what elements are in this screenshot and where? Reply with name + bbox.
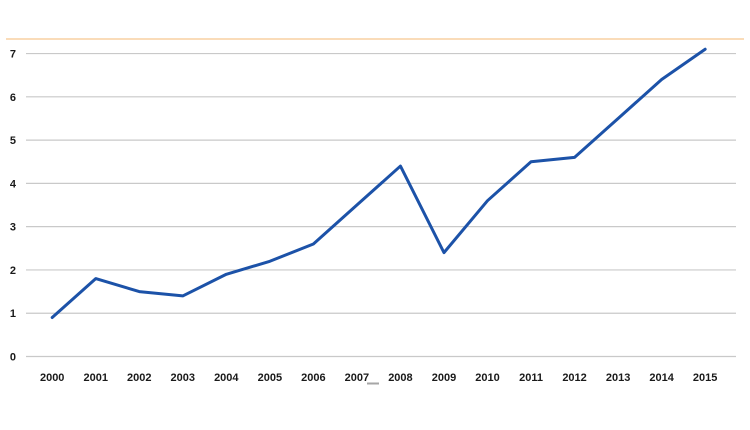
x-axis-tick-label: 2009 bbox=[432, 372, 456, 384]
y-axis-tick-label: 4 bbox=[10, 178, 17, 190]
x-axis-tick-label: 2012 bbox=[562, 372, 586, 384]
data-series-line bbox=[50, 47, 707, 320]
x-axis-tick-label: 2006 bbox=[301, 372, 325, 384]
y-axis-tick-label: 7 bbox=[10, 49, 16, 61]
x-axis-tick-label: 2014 bbox=[649, 372, 674, 384]
y-axis-tick-label: 1 bbox=[10, 308, 16, 320]
x-axis-tick-label: 2004 bbox=[214, 372, 239, 384]
y-axis-tick-label: 6 bbox=[10, 92, 16, 104]
y-axis-tick-label: 2 bbox=[10, 265, 16, 277]
x-axis-tick-label: 2002 bbox=[127, 372, 151, 384]
x-axis-tick-label: 2007 bbox=[345, 372, 369, 384]
x-axis-tick-label: 2001 bbox=[83, 372, 107, 384]
x-axis-tick-label: 2008 bbox=[388, 372, 412, 384]
x-axis-tick-label: 2015 bbox=[693, 372, 717, 384]
x-axis-tick-label: 2005 bbox=[258, 372, 282, 384]
x-axis-tick-label: 2013 bbox=[606, 372, 630, 384]
x-axis-tick-label: 2000 bbox=[40, 372, 64, 384]
x-axis-tick-label: 2011 bbox=[519, 372, 543, 384]
y-axis-tick-label: 3 bbox=[10, 222, 16, 234]
y-axis-tick-label: 5 bbox=[10, 135, 16, 147]
x-axis-tick-label: 2010 bbox=[475, 372, 499, 384]
y-axis-tick-label: 0 bbox=[10, 352, 16, 364]
x-axis-tick-label: 2003 bbox=[171, 372, 195, 384]
